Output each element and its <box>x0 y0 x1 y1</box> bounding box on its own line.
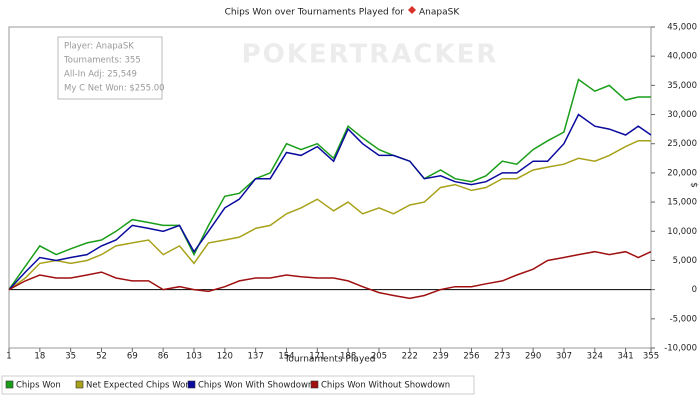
y-tick-label: 0 <box>692 285 697 295</box>
y-tick-label: -10,000 <box>664 344 697 354</box>
chart-title-player: AnapaSK <box>419 8 460 18</box>
x-tick-label: 222 <box>402 352 418 362</box>
x-tick-label: 355 <box>643 352 659 362</box>
title-icon <box>408 6 416 14</box>
x-tick-label: 69 <box>127 352 138 362</box>
y-tick-label: 10,000 <box>667 227 697 237</box>
x-tick-label: 86 <box>158 352 169 362</box>
x-tick-label: 341 <box>617 352 633 362</box>
y-tick-label: 40,000 <box>667 52 697 62</box>
y-axis-label: $ <box>689 182 699 188</box>
x-tick-label: 324 <box>587 352 603 362</box>
x-tick-label: 171 <box>309 352 325 362</box>
y-tick-label: 5,000 <box>673 256 697 266</box>
info-text: Player: AnapaSK <box>64 42 134 52</box>
legend-label: Net Expected Chips Won <box>86 381 191 391</box>
y-tick-label: -5,000 <box>670 314 697 324</box>
x-tick-label: 35 <box>65 352 76 362</box>
x-tick-label: 273 <box>494 352 510 362</box>
legend-swatch <box>310 380 319 389</box>
x-tick-label: 307 <box>556 352 572 362</box>
x-tick-label: 239 <box>433 352 449 362</box>
info-text: All-In Adj: 25,549 <box>64 70 137 80</box>
series-line <box>8 140 651 291</box>
legend-swatch <box>187 380 196 389</box>
legend-label: Chips Won With Showdown <box>198 381 313 391</box>
x-tick-label: 188 <box>340 352 356 362</box>
y-tick-label: 45,000 <box>667 23 697 33</box>
y-tick-label: 25,000 <box>667 139 697 149</box>
x-tick-label: 256 <box>463 352 479 362</box>
x-tick-label: 18 <box>34 352 45 362</box>
x-tick-label: 120 <box>217 352 233 362</box>
y-tick-label: 35,000 <box>667 81 697 91</box>
x-tick-label: 103 <box>186 352 202 362</box>
legend-swatch <box>75 380 84 389</box>
y-tick-label: 30,000 <box>667 110 697 120</box>
legend-label: Chips Won <box>16 381 61 391</box>
info-text: My C Net Won: $255.00 <box>64 84 165 94</box>
x-tick-label: 205 <box>371 352 387 362</box>
x-axis-label: Tournaments Played <box>283 355 375 365</box>
y-tick-label: 20,000 <box>667 168 697 178</box>
x-tick-label: 1 <box>6 352 11 362</box>
y-tick-label: 15,000 <box>667 198 697 208</box>
x-tick-label: 52 <box>96 352 107 362</box>
chart-title: Chips Won over Tournaments Played for <box>225 8 405 18</box>
info-box <box>57 36 163 100</box>
watermark: POKERTRACKER <box>242 40 499 70</box>
x-tick-label: 154 <box>278 352 294 362</box>
info-text: Tournaments: 355 <box>63 56 141 66</box>
legend-frame <box>1 375 475 395</box>
legend-swatch <box>5 380 14 389</box>
legend-label: Chips Won Without Showdown <box>321 381 450 391</box>
series-line <box>8 78 651 291</box>
series-line <box>8 250 652 300</box>
x-tick-label: 137 <box>248 352 264 362</box>
x-tick-label: 290 <box>525 352 541 362</box>
series-line <box>8 113 652 291</box>
